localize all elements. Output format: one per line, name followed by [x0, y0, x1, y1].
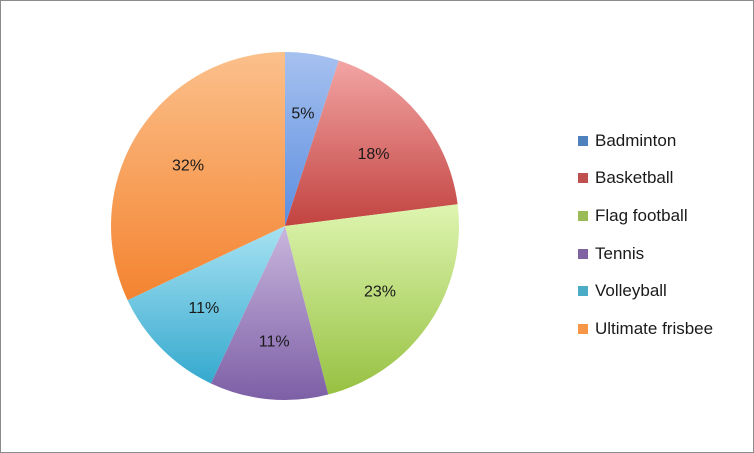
data-label-tennis: 11%	[259, 333, 290, 350]
legend-label: Flag football	[595, 205, 688, 225]
pie-data-labels: 5% 18% 23% 11% 11% 32%	[172, 106, 396, 351]
legend-label: Badminton	[595, 130, 677, 150]
legend-label: Basketball	[595, 168, 674, 188]
pie-slice-tennis	[210, 226, 329, 400]
data-label-basketball: 18%	[357, 146, 389, 163]
pie-slice-badminton	[285, 52, 339, 226]
legend: Badminton Basketball Flag football Tennis Vo…	[578, 122, 713, 348]
data-label-volleyball: 11%	[188, 300, 219, 317]
legend-item-volleyball: Volleyball	[578, 272, 713, 310]
legend-item-basketball: Basketball	[578, 160, 713, 198]
legend-label: Ultimate frisbee	[595, 318, 714, 338]
legend-item-badminton: Badminton	[578, 122, 713, 160]
data-label-badminton: 5%	[291, 106, 314, 123]
pie-slice-flag-football	[285, 204, 459, 395]
legend-item-ultimate-frisbee: Ultimate frisbee	[578, 310, 713, 348]
pie-slice-volleyball	[127, 226, 285, 384]
legend-label: Volleyball	[595, 281, 667, 301]
pie-slice-ultimate-frisbee	[110, 52, 285, 301]
legend-swatch	[578, 173, 588, 184]
legend-label: Tennis	[595, 243, 645, 263]
pie-slice-basketball	[285, 60, 458, 226]
legend-swatch	[578, 286, 588, 297]
legend-swatch	[578, 135, 588, 146]
data-label-ultimate-frisbee: 32%	[172, 157, 204, 174]
legend-swatch	[578, 248, 588, 259]
legend-item-tennis: Tennis	[578, 235, 713, 273]
legend-swatch	[578, 323, 588, 334]
data-label-flag-football: 23%	[364, 284, 396, 301]
pie-slices	[110, 52, 459, 400]
legend-swatch	[578, 210, 588, 221]
legend-item-flag-football: Flag football	[578, 197, 713, 235]
